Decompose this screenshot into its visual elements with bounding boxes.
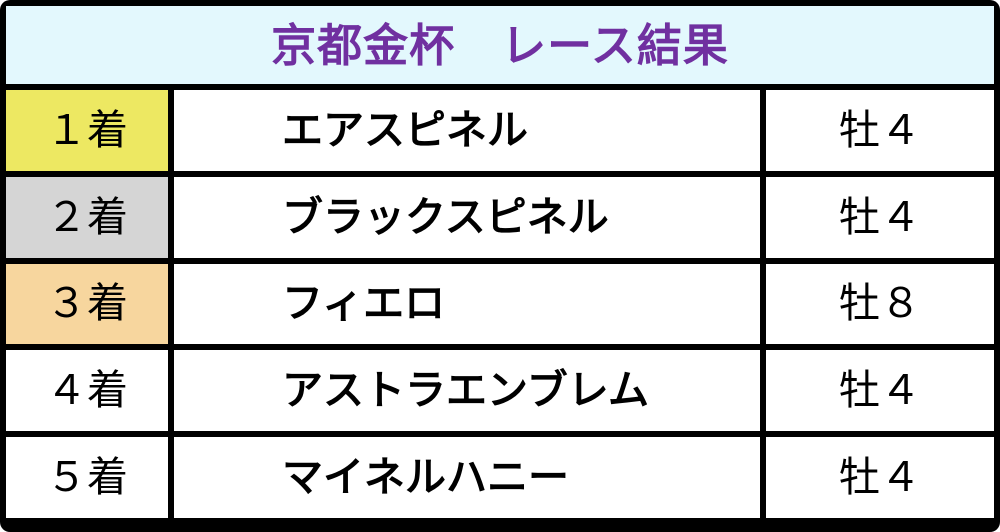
rank-label: ３着 bbox=[46, 280, 128, 327]
sex-age-label: 牡４ bbox=[839, 193, 921, 240]
sex-age-cell: 牡８ bbox=[766, 263, 994, 345]
sex-age-label: 牡４ bbox=[839, 367, 921, 414]
rank-label: １着 bbox=[46, 106, 128, 153]
table-row: ３着 フィエロ 牡８ bbox=[6, 263, 994, 345]
rank-label: ２着 bbox=[46, 193, 128, 240]
table-row: ２着 ブラックスピネル 牡４ bbox=[6, 176, 994, 258]
rank-label: ５着 bbox=[46, 454, 128, 501]
horse-name-cell: ブラックスピネル bbox=[174, 176, 760, 258]
horse-name: ブラックスピネル bbox=[282, 193, 609, 240]
rank-cell: ２着 bbox=[6, 176, 168, 258]
rank-cell: １着 bbox=[6, 90, 168, 171]
sex-age-cell: 牡４ bbox=[766, 437, 994, 518]
sex-age-label: 牡８ bbox=[839, 280, 921, 327]
horse-name-cell: フィエロ bbox=[174, 263, 760, 345]
rank-cell: ４着 bbox=[6, 350, 168, 432]
horse-name-cell: マイネルハニー bbox=[174, 437, 760, 518]
horse-name: フィエロ bbox=[282, 280, 446, 327]
sex-age-label: 牡４ bbox=[839, 106, 921, 153]
sex-age-cell: 牡４ bbox=[766, 176, 994, 258]
sex-age-cell: 牡４ bbox=[766, 350, 994, 432]
card-header: 京都金杯 レース結果 bbox=[6, 6, 994, 84]
sex-age-label: 牡４ bbox=[839, 454, 921, 501]
sex-age-cell: 牡４ bbox=[766, 90, 994, 171]
horse-name-cell: エアスピネル bbox=[174, 90, 760, 171]
rank-cell: ５着 bbox=[6, 437, 168, 518]
horse-name: エアスピネル bbox=[282, 106, 528, 153]
page-title: 京都金杯 レース結果 bbox=[271, 19, 729, 71]
table-row: １着 エアスピネル 牡４ bbox=[6, 90, 994, 171]
table-row: ５着 マイネルハニー 牡４ bbox=[6, 437, 994, 518]
rank-cell: ３着 bbox=[6, 263, 168, 345]
rank-label: ４着 bbox=[46, 367, 128, 414]
horse-name: マイネルハニー bbox=[282, 454, 569, 501]
horse-name-cell: アストラエンブレム bbox=[174, 350, 760, 432]
horse-name: アストラエンブレム bbox=[282, 367, 649, 414]
table-row: ４着 アストラエンブレム 牡４ bbox=[6, 350, 994, 432]
